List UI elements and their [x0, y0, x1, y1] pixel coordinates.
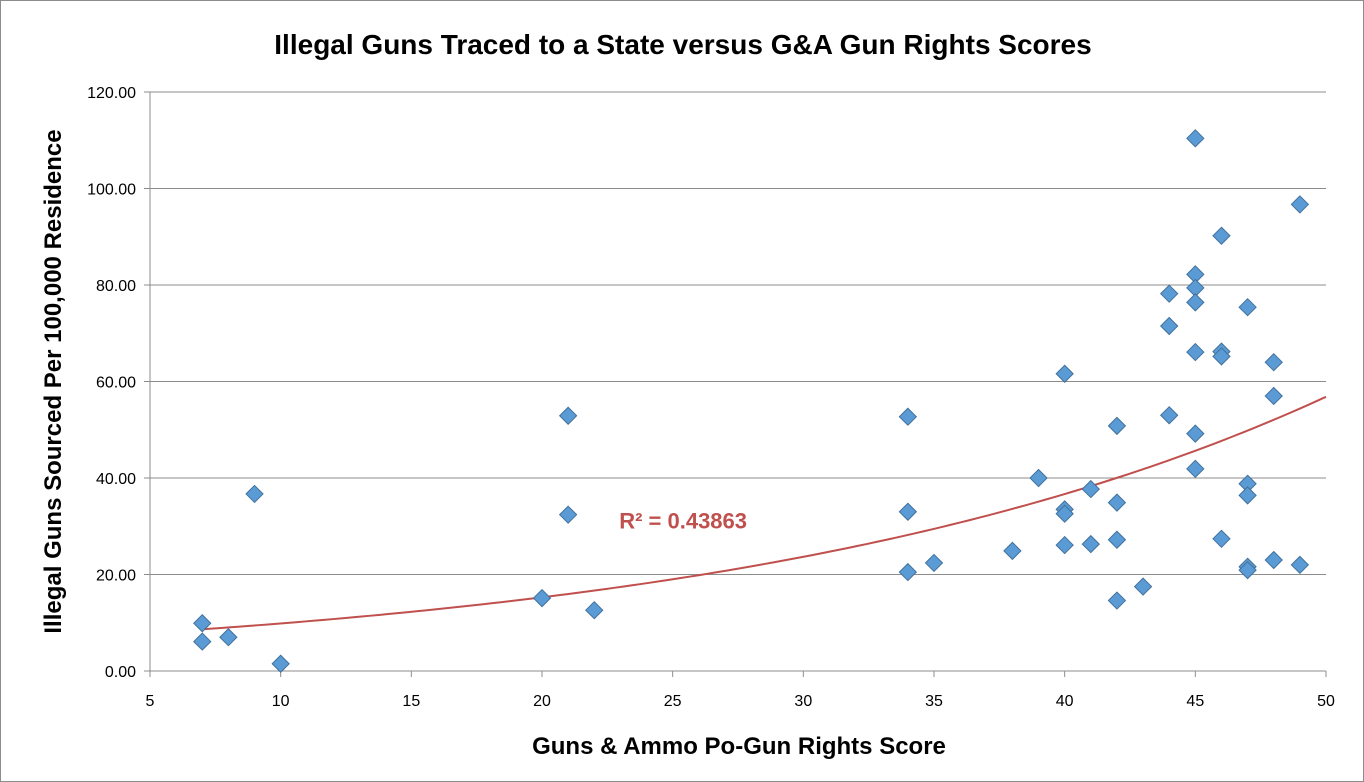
y-tick-label: 60.00 [96, 375, 136, 392]
data-point [271, 654, 290, 673]
gridlines [150, 91, 1326, 575]
data-point [1107, 530, 1127, 549]
chart-title: Illegal Guns Traced to a State versus G&… [274, 29, 1092, 60]
trendline: R² = 0.43863 [202, 395, 1327, 631]
x-tick-label: 45 [1186, 693, 1204, 710]
x-tick-label: 35 [925, 693, 943, 710]
y-tick-label: 120.00 [87, 85, 136, 102]
data-point [1133, 577, 1153, 596]
data-point [193, 614, 212, 633]
data-point [1238, 297, 1257, 317]
x-tick-label: 30 [794, 693, 812, 710]
data-point [898, 562, 918, 582]
data-point [585, 600, 604, 620]
y-tick-label: 100.00 [87, 182, 136, 199]
x-tick-label: 50 [1317, 693, 1335, 710]
y-tick-label: 80.00 [96, 278, 136, 295]
data-point [1264, 386, 1283, 406]
data-point [1238, 560, 1257, 580]
trendline-path [202, 395, 1327, 631]
data-point [1055, 364, 1074, 383]
data-point [1238, 486, 1257, 505]
x-tick-label: 40 [1056, 693, 1074, 710]
data-point [1290, 195, 1310, 214]
data-point [1107, 493, 1127, 512]
data-point [1159, 284, 1179, 303]
data-point [1107, 591, 1127, 610]
data-point [1159, 316, 1179, 336]
data-point [532, 588, 552, 608]
data-point [924, 553, 944, 573]
data-point [558, 505, 578, 524]
axes [144, 91, 1327, 677]
x-tick-label: 25 [664, 693, 682, 710]
data-point [1159, 406, 1179, 425]
data-point [1029, 468, 1048, 488]
data-point [898, 502, 918, 521]
data-point [1081, 479, 1101, 499]
y-axis-title: Illegal Guns Sourced Per 100,000 Residen… [40, 129, 67, 633]
data-point [1003, 541, 1022, 561]
data-point [193, 632, 212, 651]
data-point [1107, 416, 1127, 436]
data-point [1212, 347, 1231, 366]
data-point [1055, 535, 1074, 555]
y-tick-label: 20.00 [96, 568, 136, 585]
x-tick-label: 5 [146, 693, 155, 710]
data-point [1081, 534, 1101, 554]
data-point [1186, 459, 1205, 479]
data-point [1186, 129, 1205, 148]
data-points [193, 129, 1310, 673]
data-point [1186, 424, 1205, 443]
x-tick-label: 10 [272, 693, 290, 710]
data-point [1264, 550, 1283, 570]
x-axis-title: Guns & Ammo Po-Gun Rights Score [532, 733, 946, 760]
data-point [1055, 504, 1074, 523]
data-point [219, 628, 238, 647]
data-point [1290, 555, 1310, 575]
data-point [1212, 529, 1231, 549]
data-point [245, 484, 264, 504]
data-point [558, 406, 578, 425]
y-tick-label: 0.00 [105, 664, 136, 681]
data-point [1212, 226, 1231, 245]
r-squared-label: R² = 0.43863 [619, 509, 747, 534]
data-point [1186, 293, 1205, 312]
data-point [1186, 342, 1205, 362]
x-tick-label: 20 [533, 693, 551, 710]
data-point [1264, 352, 1283, 372]
x-tick-label: 15 [402, 693, 420, 710]
data-point [898, 407, 918, 426]
axis-labels: 0.00 20.00 40.00 60.00 80.00 100.00 120.00 5 10 1… [40, 85, 1335, 760]
y-tick-label: 40.00 [96, 471, 136, 488]
